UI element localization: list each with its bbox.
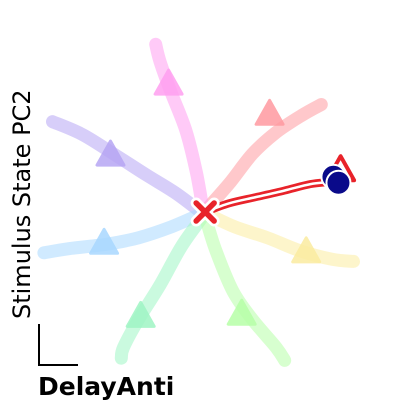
triangle-marker-1 (254, 98, 285, 126)
scale-bar-lines (38, 324, 78, 366)
highlighted-trajectory (190, 154, 357, 227)
scale-bar (38, 324, 78, 366)
triangle-marker-4 (89, 227, 120, 255)
triangle-marker-5 (125, 300, 156, 328)
start-marker-x (193, 200, 217, 224)
triangle-marker-6 (226, 298, 257, 326)
trajectory-line-3 (46, 115, 208, 219)
background-trajectories (37, 37, 360, 367)
y-axis-label: Stimulus State PC2 (8, 89, 36, 319)
end-marker-circle-2 (325, 169, 352, 196)
trajectory-line-5 (114, 209, 210, 365)
trajectory-line-1 (198, 98, 328, 218)
triangle-marker-2 (153, 68, 184, 96)
triangle-marker-7 (291, 236, 322, 264)
chart-title: DelayAnti (38, 372, 175, 401)
triangle-marker-3 (95, 139, 126, 167)
trajectory-line-4 (37, 207, 208, 260)
trajectory-line-2 (149, 37, 210, 217)
trajectory-line-7 (200, 207, 360, 268)
